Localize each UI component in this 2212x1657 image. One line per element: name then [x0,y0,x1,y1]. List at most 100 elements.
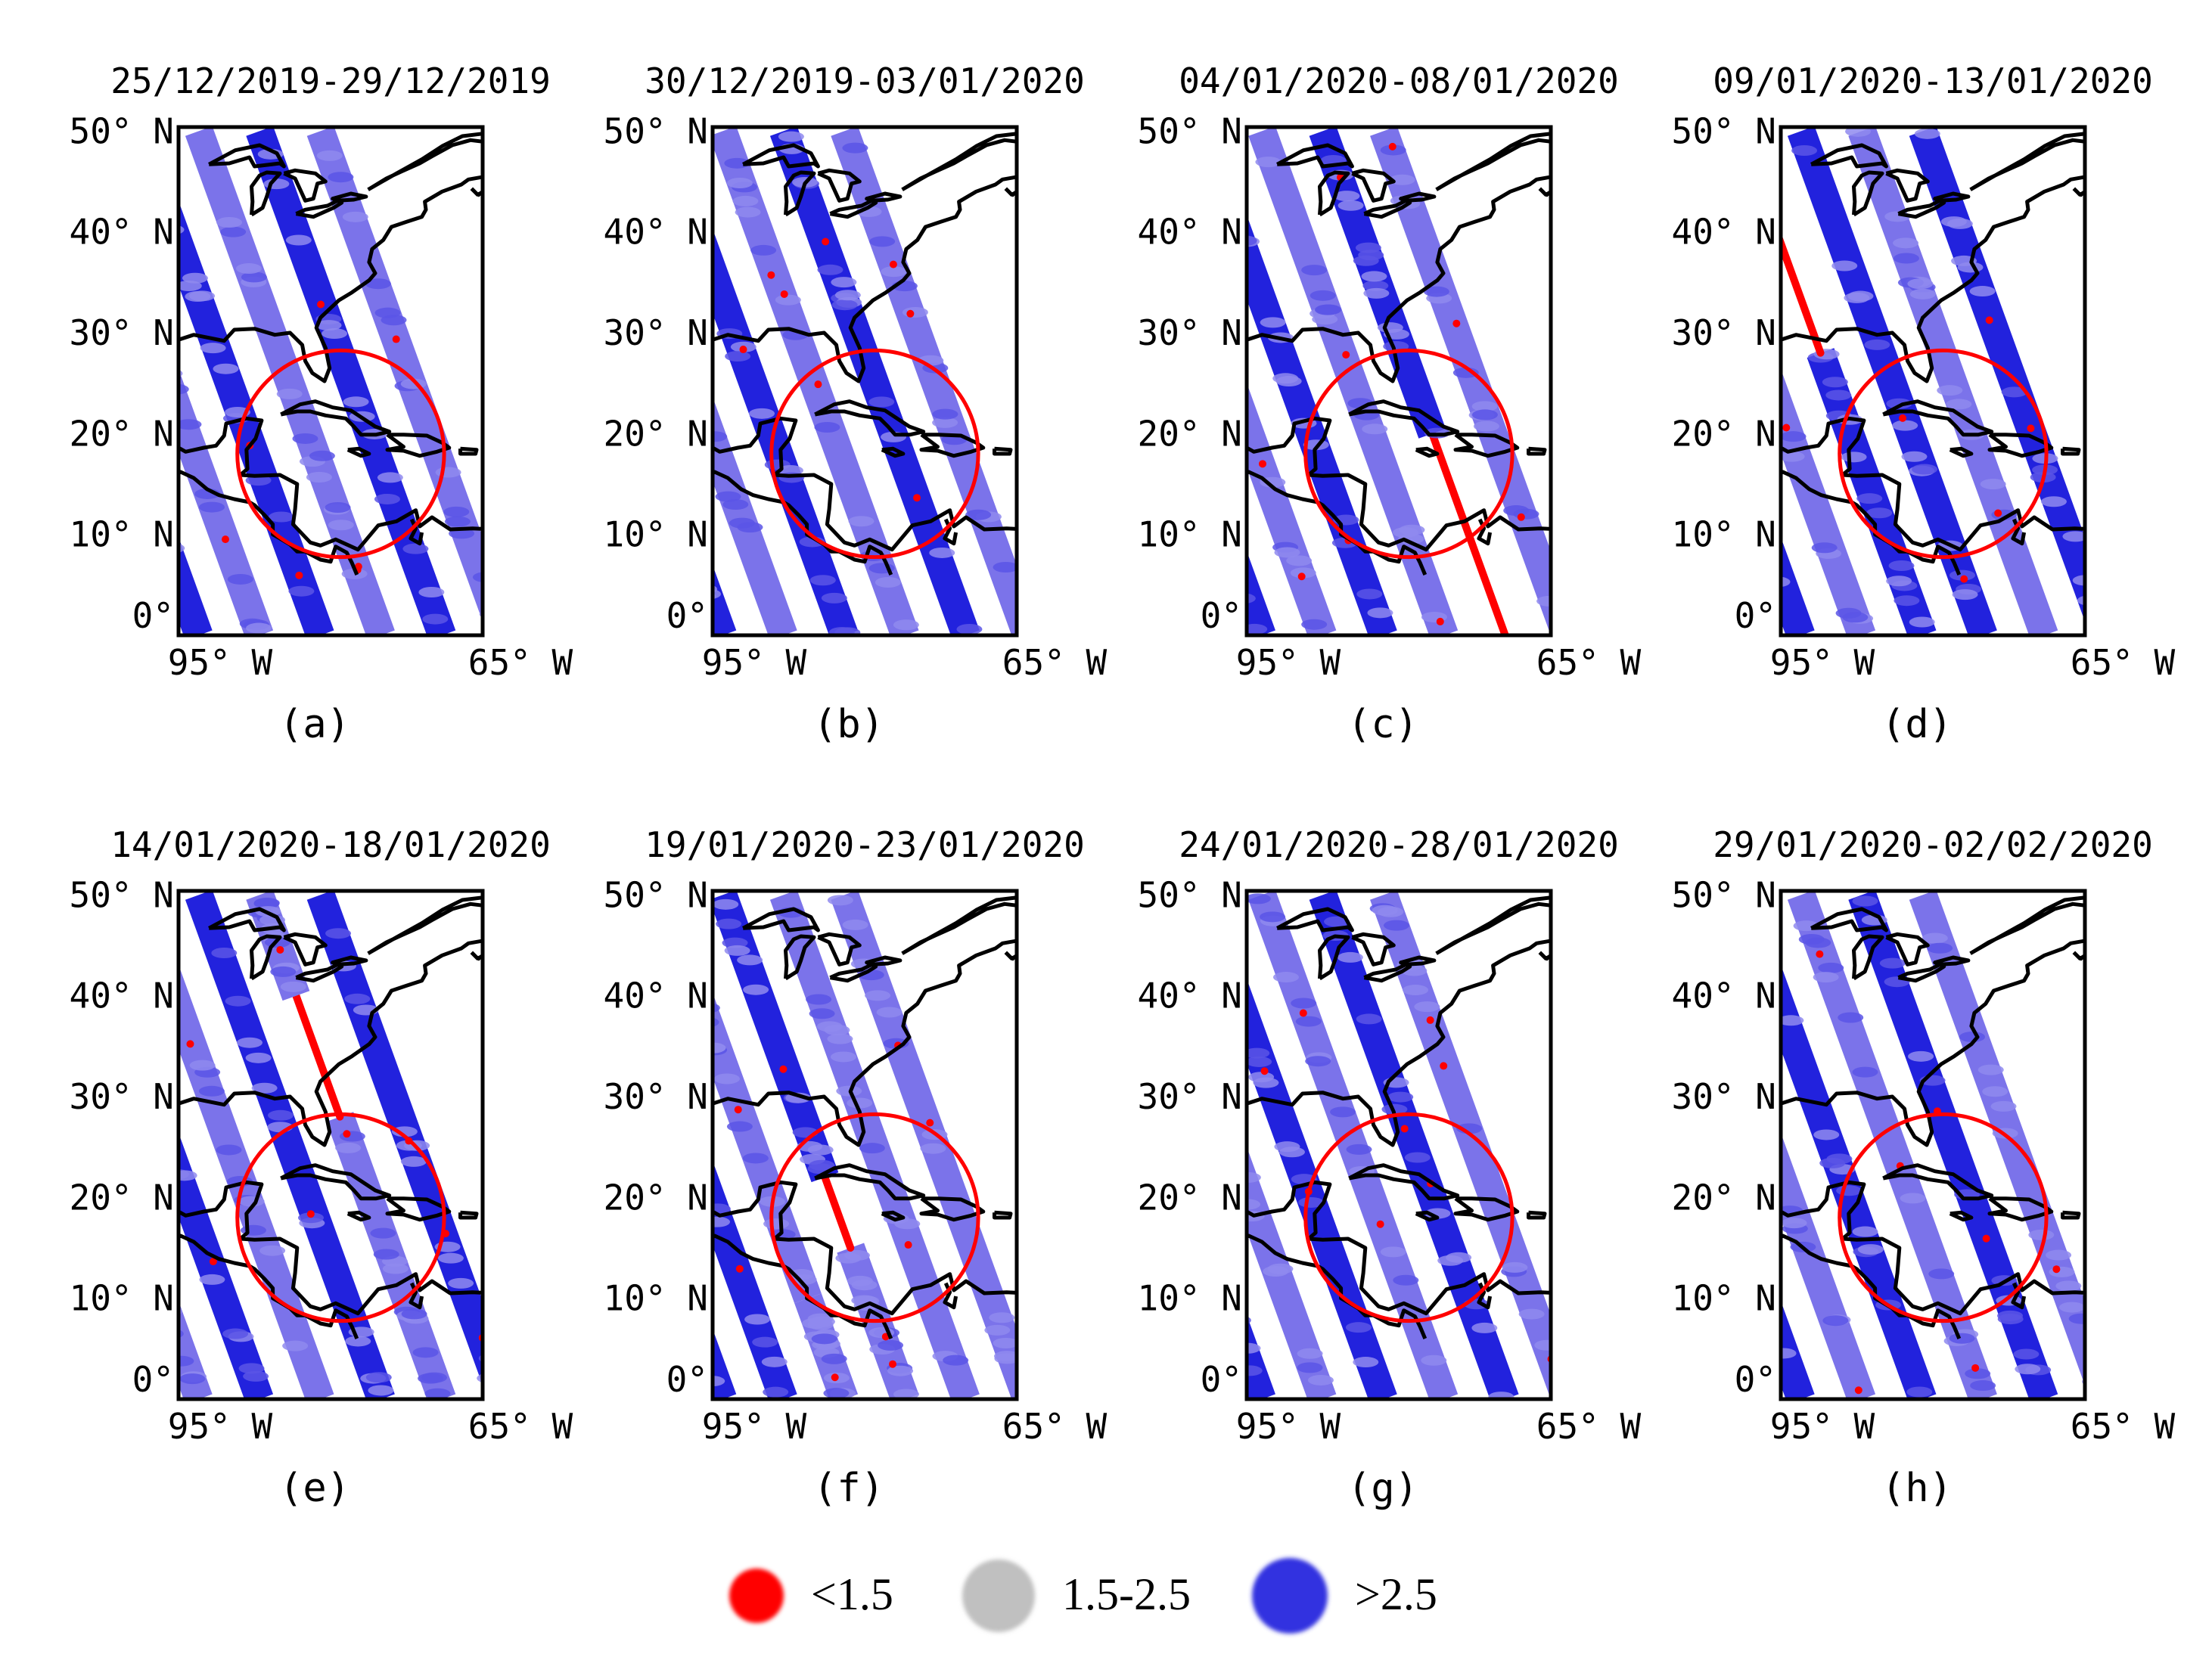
footprint-dot [0,408,11,419]
footprint-dot [1189,299,1215,309]
footprint-dot [267,1109,294,1121]
footprint-dot [1965,1368,1991,1379]
footprint-dot [735,206,761,218]
footprint-dot [1120,1364,1145,1375]
footprint-dot [1661,1376,1687,1387]
footprint-dot [1586,1172,1611,1183]
footprint-dot [847,1275,873,1286]
footprint-dot [816,1021,843,1032]
coastline [346,1210,371,1222]
footprint-dot [2062,531,2085,542]
footprint-dot [1838,1012,1864,1023]
track-segment-low [292,991,344,1121]
lat-tick-label: 40° N [70,976,174,1016]
footprint-dot [1952,589,1978,600]
footprint-dot [280,981,306,992]
footprint-dot [1879,957,1906,969]
footprint-dot [179,1355,194,1367]
footprint-dot [1206,946,1232,957]
lat-tick-label: 50° N [1138,110,1242,151]
legend-swatch [962,1559,1035,1632]
track-segment-strong [179,200,334,635]
footprint-dot [198,1085,225,1097]
footprint-dot [268,511,294,523]
footprint-dot [1580,227,1606,237]
footprint-dot [2,290,27,300]
footprint-dot [1555,918,1580,929]
footprint-dot [1836,1185,1862,1196]
footprint-dot [435,467,461,478]
footprint-dot [1324,916,1350,927]
footprint-dot [1028,187,1054,197]
footprint-dot [1822,377,1848,388]
lon-tick-label: 65° W [1002,642,1108,683]
footprint-dot [1818,962,1844,973]
footprint-dot [620,384,645,395]
footprint-dot [235,263,262,275]
footprint-dot [1623,1264,1648,1275]
footprint-dot [1247,1047,1270,1059]
footprint-dot [1982,1086,2009,1097]
coastline [814,399,926,437]
lat-tick-label: 30° N [1138,1076,1242,1117]
footprint-dot [1990,1100,2017,1112]
coastline [208,907,286,932]
legend-label: >2.5 [1355,1569,1437,1619]
low-value-dot [553,334,561,341]
footprint-dot [744,1314,771,1325]
footprint-dot [522,268,548,279]
footprint-dot [713,1376,725,1387]
footprint-dot [1146,353,1172,364]
footprint-dot [1640,1306,1666,1317]
coastline [1781,416,2085,552]
lon-tick-label: 65° W [468,642,573,683]
footprint-dot [1634,981,1660,991]
footprint-dot [126,470,152,480]
footprint-dot [1356,588,1383,600]
coastline [250,170,282,217]
footprint-dot [1380,1246,1406,1258]
coastline [280,1163,392,1201]
track-segment-moderate [1031,333,1141,635]
lat-tick-label: 10° N [70,514,174,555]
track-segment-strong [1309,891,1519,1399]
footprint-dot [1907,278,1934,290]
footprint-dot [1309,290,1336,301]
low-value-dot [1400,1125,1409,1133]
panel-label: (d) [1881,702,1953,747]
lon-tick-label: 95° W [702,1406,807,1447]
footprint-dot [1393,1274,1419,1286]
lat-tick-label: 10° N [70,1278,174,1319]
coastline [179,175,483,383]
low-value-dot [9,293,17,300]
footprint-dot [750,244,777,256]
footprint-dot [894,1218,921,1230]
footprint-dot [2001,386,2027,398]
coastlines [1781,132,2085,576]
low-value-dot [317,300,325,309]
low-value-dot [392,335,400,343]
footprint-dot [821,592,847,604]
footprint-dot [1291,998,1317,1009]
coastline [1810,907,1888,932]
footprint-dot [119,293,144,304]
low-value-dot [889,1360,897,1368]
footprint-dot [1928,1268,1955,1280]
coastline [814,1163,926,1201]
lat-tick-label: 50° N [1672,874,1776,915]
legend-item: 1.5-2.5 [962,1559,1191,1632]
footprint-dot [1086,936,1111,947]
footprint-dot [370,1227,396,1239]
footprint-dot [1513,508,1539,520]
lat-tick-label: 20° N [604,1177,708,1218]
footprint-dot [1626,170,1651,181]
footprint-dot [1312,314,1338,325]
footprint-dot [1334,191,1360,202]
coastline [919,433,986,458]
footprint-dot [1749,1133,1775,1143]
footprint-dot [1144,166,1170,177]
footprint-dot [517,262,542,273]
footprint-dot [842,142,868,154]
footprint-dot [220,226,247,237]
low-value-dot [926,1119,934,1127]
